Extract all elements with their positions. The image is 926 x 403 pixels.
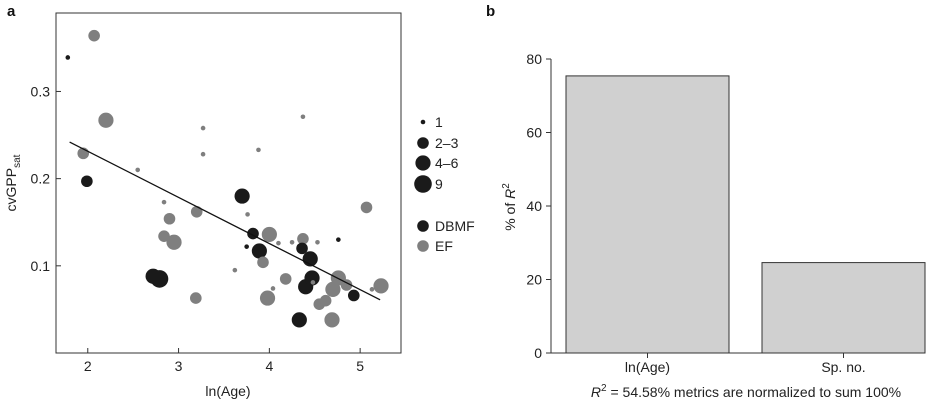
scatter-point (310, 280, 316, 285)
scatter-point (325, 281, 341, 297)
scatter-point (336, 237, 341, 242)
size-legend-marker (415, 155, 431, 171)
scatter-point (360, 201, 373, 214)
scatter-point (190, 205, 203, 218)
scatter-point (319, 294, 332, 307)
type-legend-label: EF (435, 238, 453, 254)
x-category-label: ln(Age) (625, 359, 670, 375)
scatter-point (251, 243, 267, 259)
scatter-point (244, 244, 249, 249)
scatter-point (98, 112, 114, 128)
y-tick-label-b: 20 (526, 272, 542, 288)
scatter-point (297, 232, 309, 245)
type-legend-label: DBMF (435, 218, 475, 234)
caption-b: R2 = 54.58% metrics are normalized to su… (591, 383, 901, 400)
scatter-point (200, 151, 206, 157)
size-legend-label: 1 (435, 114, 443, 130)
scatter-points (65, 29, 389, 328)
scatter-point (161, 199, 167, 205)
size-legend-marker (414, 175, 432, 193)
size-legend-label: 2–3 (435, 135, 459, 151)
scatter-point (163, 212, 176, 225)
y-tick-label: 0.1 (31, 258, 51, 274)
y-tick-label-b: 40 (526, 198, 542, 214)
x-axis-label-a: ln(Age) (205, 383, 250, 399)
scatter-point (65, 55, 71, 60)
panel-label-b: b (486, 3, 495, 20)
caption-b-text: = 54.58% metrics are normalized to sum 1… (607, 384, 902, 400)
type-legend-marker (417, 220, 429, 232)
x-tick-label: 4 (265, 358, 273, 374)
x-tick-label: 3 (175, 358, 183, 374)
type-legend-marker (417, 240, 429, 252)
bars (565, 75, 926, 354)
scatter-point (261, 226, 277, 243)
x-category-label: Sp. no. (821, 359, 865, 375)
scatter-point (257, 256, 269, 269)
scatter-point (304, 270, 320, 286)
scatter-point (369, 287, 375, 292)
x-axis-b: ln(Age) Sp. no. (625, 353, 866, 375)
scatter-point (200, 125, 206, 131)
caption-b-superscript: 2 (601, 383, 607, 394)
scatter-point (289, 239, 295, 245)
regression-line (69, 141, 381, 301)
bar (565, 75, 730, 354)
scatter-point (81, 175, 93, 188)
y-tick-label-b: 0 (534, 345, 542, 361)
scatter-point (158, 230, 170, 242)
scatter-point (300, 114, 306, 120)
scatter-point (324, 312, 340, 328)
scatter-point (245, 212, 250, 217)
y-axis-label-b: % of R2 (501, 183, 518, 231)
size-legend-marker (420, 119, 426, 125)
y-axis-label-subscript: sat (12, 154, 23, 168)
caption-b-italic: R (591, 384, 601, 400)
size-legend-label: 9 (435, 176, 443, 192)
scatter-point (315, 239, 320, 245)
scatter-point (256, 147, 261, 153)
scatter-point (270, 286, 276, 291)
panel-a: a 0.1 0.2 0.3 2 3 4 5 ln(Age) cvGPPsat 1 2–3 4–… (3, 3, 475, 399)
scatter-point (279, 273, 292, 285)
x-tick-label: 5 (356, 358, 364, 374)
y-axis-label-main: cvGPP (3, 168, 19, 212)
y-tick-label: 0.2 (31, 171, 51, 187)
size-legend-label: 4–6 (435, 155, 459, 171)
x-tick-label: 2 (84, 358, 92, 374)
scatter-point (190, 292, 202, 304)
y-axis-a: 0.1 0.2 0.3 (31, 83, 61, 274)
scatter-point (234, 188, 250, 204)
x-axis-a: 2 3 4 5 (84, 348, 364, 374)
scatter-point (291, 312, 307, 328)
bar (761, 262, 926, 354)
scatter-point (373, 278, 389, 294)
y-axis-label-a: cvGPPsat (3, 154, 23, 211)
scatter-point (135, 167, 141, 173)
y-axis-label-b-italic: R (502, 189, 518, 199)
legend-a: 1 2–3 4–6 9 DBMF EF (414, 114, 475, 254)
plot-frame-a (55, 12, 402, 354)
scatter-point (259, 290, 276, 306)
y-tick-label-b: 80 (526, 51, 542, 67)
size-legend-marker (417, 137, 429, 149)
scatter-point (276, 240, 281, 246)
y-axis-b: 0 20 40 60 80 (526, 51, 551, 361)
y-tick-label-b: 60 (526, 125, 542, 141)
y-tick-label: 0.3 (31, 83, 51, 99)
scatter-point (145, 268, 161, 284)
scatter-point (347, 289, 360, 302)
y-axis-label-b-prefix: % of (502, 199, 518, 231)
y-axis-label-b-superscript: 2 (501, 183, 512, 189)
scatter-point (232, 267, 238, 273)
scatter-point (88, 29, 100, 42)
scatter-point (166, 234, 182, 250)
panel-label-a: a (7, 3, 16, 20)
scatter-point (296, 242, 308, 255)
scatter-point (340, 279, 353, 291)
